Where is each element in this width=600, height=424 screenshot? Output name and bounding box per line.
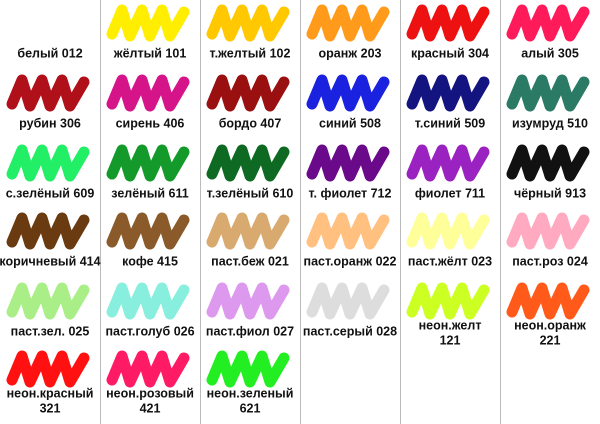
swatch-label: т.зелёный 610 (207, 186, 294, 200)
swatch (106, 212, 190, 250)
swatch-label: неон.оранж (514, 318, 586, 332)
swatch-label: паст.фиол 027 (206, 324, 294, 338)
swatch (206, 144, 290, 182)
swatch-label: кофе 415 (122, 254, 178, 268)
swatch-label: 221 (540, 333, 561, 347)
swatch-label: изумруд 510 (512, 116, 588, 130)
swatch (306, 4, 390, 42)
swatch-label: паст.зел. 025 (11, 324, 90, 338)
swatch (406, 4, 490, 42)
swatch (6, 282, 90, 320)
swatch-label: алый 305 (521, 46, 579, 60)
swatch-label: красный 304 (411, 46, 489, 60)
swatch-label: белый 012 (17, 46, 82, 60)
swatch (6, 144, 90, 182)
swatch-label: с.зелёный 609 (6, 186, 95, 200)
swatch (506, 4, 590, 42)
swatch-label: паст.жёлт 023 (408, 254, 492, 268)
swatch (206, 350, 290, 388)
swatch-label: т.желтый 102 (210, 46, 291, 60)
swatch (406, 212, 490, 250)
swatch-label: фиолет 711 (415, 186, 485, 200)
swatch (6, 4, 90, 42)
swatch (206, 74, 290, 112)
swatch-label: жёлтый 101 (113, 46, 187, 60)
swatch (306, 282, 390, 320)
swatch (106, 74, 190, 112)
swatch-label: паст.роз 024 (512, 254, 588, 268)
swatch (6, 350, 90, 388)
swatch-label: бордо 407 (219, 116, 282, 130)
swatch-label: синий 508 (319, 116, 381, 130)
swatch-label: т.синий 509 (415, 116, 485, 130)
swatch (406, 144, 490, 182)
swatch (506, 212, 590, 250)
swatch (6, 212, 90, 250)
swatch-label: неон.зеленый (207, 386, 294, 400)
swatch-label: 621 (240, 401, 261, 415)
swatch-label: сирень 406 (116, 116, 185, 130)
swatch-label: неон.красный (7, 386, 94, 400)
swatch (306, 144, 390, 182)
swatch-label: паст.беж 021 (211, 254, 289, 268)
swatch (506, 282, 590, 320)
swatch-label: чёрный 913 (514, 186, 586, 200)
swatch-label: коричневый 414 (0, 254, 101, 268)
swatch-label: оранж 203 (319, 46, 382, 60)
swatch (406, 74, 490, 112)
swatch-label: паст.оранж 022 (304, 254, 397, 268)
swatch-label: паст.серый 028 (303, 324, 397, 338)
swatch (106, 144, 190, 182)
swatch (306, 74, 390, 112)
swatch-label: неон.желт (419, 318, 482, 332)
swatch (306, 212, 390, 250)
swatch (406, 282, 490, 320)
swatch (106, 282, 190, 320)
swatch-label: т. фиолет 712 (309, 186, 392, 200)
swatch (106, 4, 190, 42)
swatch (206, 4, 290, 42)
swatch-label: 421 (140, 401, 161, 415)
swatch-label: рубин 306 (19, 116, 81, 130)
swatch (206, 212, 290, 250)
swatch (106, 350, 190, 388)
swatch-label: 321 (40, 401, 61, 415)
swatch (506, 74, 590, 112)
swatch-label: паст.голуб 026 (105, 324, 194, 338)
swatch (6, 74, 90, 112)
swatch-label: зелёный 611 (111, 186, 188, 200)
swatch-label: неон.розовый (106, 386, 194, 400)
swatch (506, 144, 590, 182)
swatch-label: 121 (440, 333, 461, 347)
swatch (206, 282, 290, 320)
